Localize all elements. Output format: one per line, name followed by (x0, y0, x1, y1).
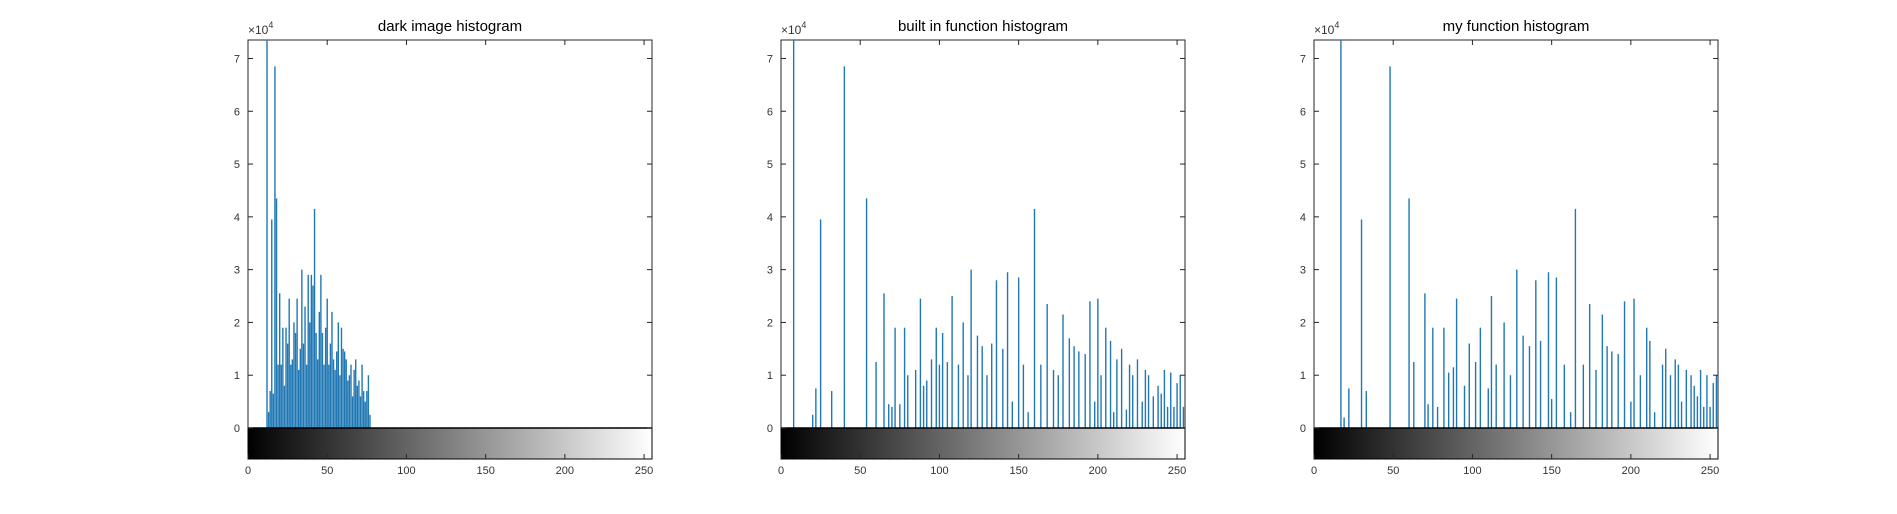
x-tick-label: 0 (1311, 465, 1317, 477)
y-tick-label: 3 (1300, 265, 1306, 277)
grayscale-colorbar (780, 427, 1186, 460)
x-tick-label: 150 (1542, 465, 1560, 477)
chart-title: dark image histogram (378, 18, 522, 35)
histogram-panel-1: 0 1 2 3 4 5 6 7 0 50 100 150 200 250 ×104 dark image hi… (234, 18, 653, 477)
chart-title: built in function histogram (898, 18, 1068, 35)
histogram-panel-2: 0 1 2 3 4 5 6 7 0 50 100 150 200 250 ×104 built in func… (767, 18, 1186, 477)
x-tick-label: 250 (1701, 465, 1719, 477)
x-tick-label: 150 (1009, 465, 1027, 477)
y-exponent-label: ×104 (1314, 20, 1339, 37)
x-tick-label: 150 (476, 465, 494, 477)
y-tick-label: 3 (234, 265, 240, 277)
x-tick-label: 250 (635, 465, 653, 477)
x-tick-label: 200 (1089, 465, 1107, 477)
x-tick-label: 0 (778, 465, 784, 477)
histogram-panel-3: 0 1 2 3 4 5 6 7 0 50 100 150 200 250 ×104 my function h… (1300, 18, 1719, 477)
x-tick-label: 50 (321, 465, 333, 477)
y-tick-label: 0 (1300, 423, 1306, 435)
x-tick-label: 200 (1622, 465, 1640, 477)
x-tick-label: 250 (1168, 465, 1186, 477)
x-tick-label: 100 (930, 465, 948, 477)
y-tick-label: 5 (767, 159, 773, 171)
x-tick-label: 100 (1463, 465, 1481, 477)
y-tick-label: 0 (234, 423, 240, 435)
y-tick-label: 4 (1300, 212, 1306, 224)
y-exponent-label: ×104 (248, 20, 273, 37)
x-tick-label: 0 (245, 465, 251, 477)
y-tick-label: 1 (1300, 370, 1306, 382)
y-exponent-label: ×104 (781, 20, 806, 37)
y-tick-label: 4 (767, 212, 773, 224)
x-tick-label: 100 (397, 465, 415, 477)
axes-box (1313, 39, 1719, 460)
y-tick-label: 4 (234, 212, 240, 224)
chart-title: my function histogram (1443, 18, 1590, 35)
y-tick-label: 6 (234, 106, 240, 118)
y-tick-label: 7 (1300, 53, 1306, 65)
x-tick-label: 50 (854, 465, 866, 477)
y-tick-label: 6 (767, 106, 773, 118)
y-tick-label: 2 (1300, 317, 1306, 329)
x-tick-label: 50 (1387, 465, 1399, 477)
y-tick-label: 5 (234, 159, 240, 171)
x-tick-label: 200 (556, 465, 574, 477)
axes-box (780, 39, 1186, 460)
y-tick-label: 0 (767, 423, 773, 435)
y-tick-label: 2 (767, 317, 773, 329)
grayscale-colorbar (247, 427, 653, 460)
y-tick-label: 1 (767, 370, 773, 382)
y-tick-label: 7 (767, 53, 773, 65)
y-tick-label: 7 (234, 53, 240, 65)
y-tick-label: 3 (767, 265, 773, 277)
y-tick-label: 5 (1300, 159, 1306, 171)
y-tick-label: 1 (234, 370, 240, 382)
y-tick-label: 2 (234, 317, 240, 329)
grayscale-colorbar (1313, 427, 1719, 460)
y-tick-label: 6 (1300, 106, 1306, 118)
